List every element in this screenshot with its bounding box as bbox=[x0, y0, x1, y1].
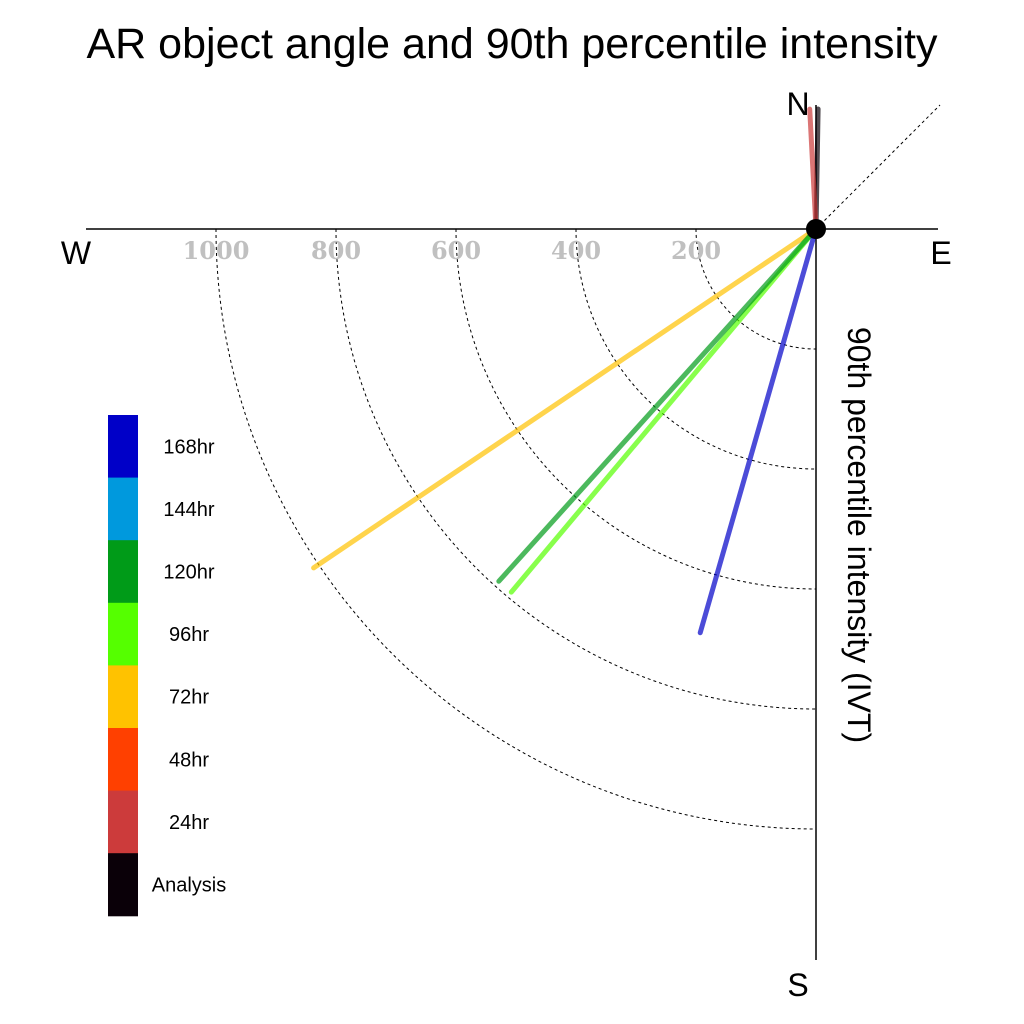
legend-label: Analysis bbox=[152, 875, 226, 897]
legend: 168hr 144hr 120hr 96hr 72hr 48hr 24hr Analysis bbox=[108, 415, 226, 917]
grid-ring bbox=[455, 228, 817, 590]
legend-swatch bbox=[108, 853, 138, 917]
compass-south: S bbox=[787, 967, 808, 1003]
vector-120hr bbox=[496, 226, 819, 584]
ring-label: 400 bbox=[551, 236, 601, 265]
legend-swatch bbox=[108, 665, 138, 729]
radial-axis-label: 90th percentile intensity (IVT) bbox=[841, 327, 877, 743]
compass-east: E bbox=[930, 235, 951, 271]
ring-labels: 1000 800 600 400 200 bbox=[183, 236, 721, 265]
vector-24hr bbox=[807, 106, 819, 232]
ring-label: 600 bbox=[431, 236, 481, 265]
polar-grid bbox=[215, 228, 817, 830]
vector-72hr bbox=[311, 226, 819, 571]
legend-label: 48hr bbox=[169, 749, 209, 771]
legend-swatch bbox=[108, 477, 138, 541]
vector-96hr bbox=[508, 226, 819, 595]
ring-label: 200 bbox=[671, 236, 721, 265]
legend-swatch bbox=[108, 728, 138, 792]
legend-swatch bbox=[108, 540, 138, 604]
compass-north: N bbox=[786, 86, 809, 122]
legend-label: 120hr bbox=[163, 562, 214, 584]
legend-swatch bbox=[108, 790, 138, 854]
legend-label: 24hr bbox=[169, 812, 209, 834]
legend-label: 72hr bbox=[169, 687, 209, 709]
vector-168hr bbox=[697, 226, 819, 636]
legend-label: 168hr bbox=[163, 436, 214, 458]
grid-ring bbox=[695, 228, 817, 350]
legend-label: 144hr bbox=[163, 499, 214, 521]
chart-title: AR object angle and 90th percentile inte… bbox=[87, 20, 938, 68]
grid-ring bbox=[335, 228, 817, 710]
ring-label: 1000 bbox=[183, 236, 250, 265]
vector-series bbox=[311, 106, 821, 636]
legend-swatch bbox=[108, 602, 138, 666]
legend-label: 96hr bbox=[169, 624, 209, 646]
compass-west: W bbox=[61, 235, 92, 271]
diagonal-reference-line bbox=[815, 104, 941, 230]
grid-ring bbox=[575, 228, 817, 470]
legend-swatch bbox=[108, 415, 138, 479]
origin-point bbox=[806, 219, 826, 239]
ring-label: 800 bbox=[311, 236, 361, 265]
grid-ring bbox=[215, 228, 817, 830]
